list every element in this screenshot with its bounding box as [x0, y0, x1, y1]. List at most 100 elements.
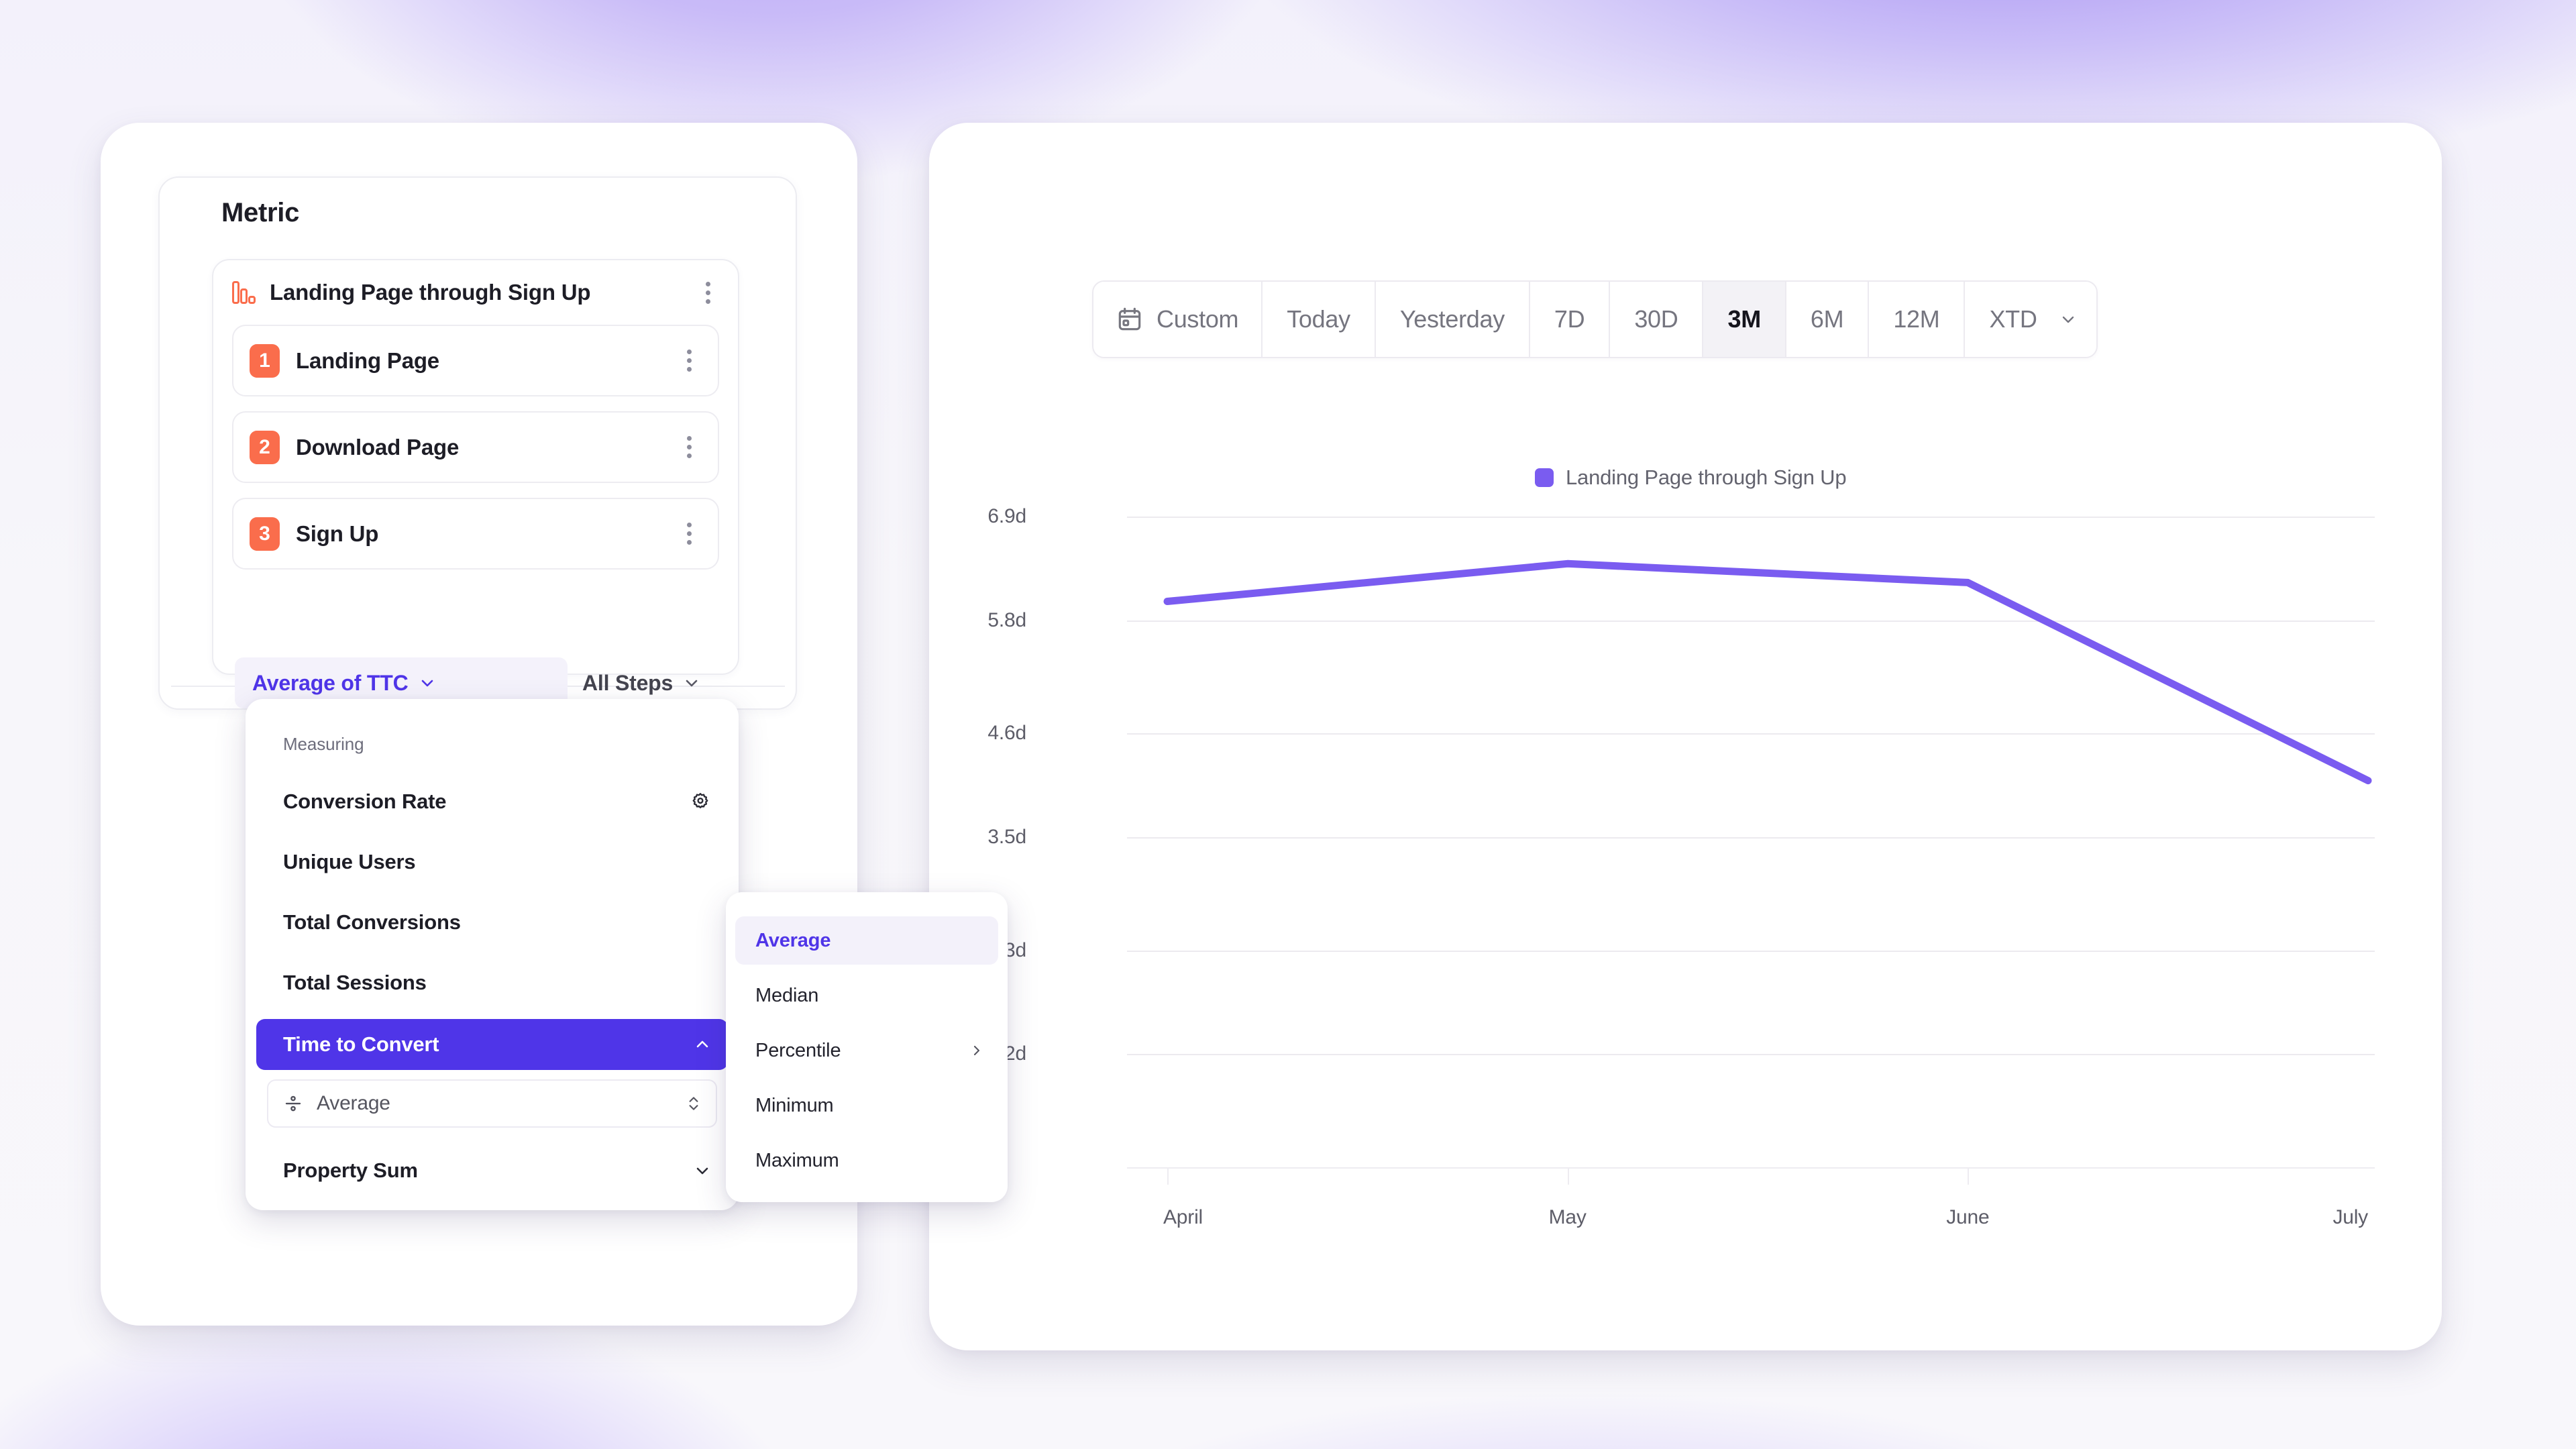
measuring-section-header: Measuring — [283, 734, 364, 754]
date-range-today[interactable]: Today — [1263, 282, 1376, 357]
date-range-custom[interactable]: Custom — [1093, 282, 1263, 357]
chart-x-axis-line — [1127, 1167, 2375, 1169]
bar-chart-icon — [232, 281, 256, 304]
menu-item-label: Conversion Rate — [283, 790, 447, 813]
chevron-down-icon — [421, 680, 433, 687]
x-axis-tick-label: June — [1946, 1206, 1990, 1228]
chevron-right-icon — [973, 1045, 980, 1056]
date-range-yesterday[interactable]: Yesterday — [1375, 282, 1530, 357]
funnel-header: Landing Page through Sign Up — [213, 260, 738, 325]
date-range-6m[interactable]: 6M — [1786, 282, 1870, 357]
x-axis-tick-mark — [1968, 1167, 1970, 1185]
date-range-3m-label: 3M — [1727, 305, 1761, 333]
submenu-item-average[interactable]: Average — [735, 916, 998, 965]
kebab-menu-icon[interactable] — [698, 281, 718, 304]
menu-item-label: Time to Convert — [283, 1032, 439, 1056]
menu-item-label: Unique Users — [283, 850, 416, 873]
divide-icon — [285, 1095, 301, 1112]
step-number-badge: 2 — [250, 430, 280, 464]
date-range-12m[interactable]: 12M — [1869, 282, 1966, 357]
gridline — [1127, 620, 2375, 622]
menu-item-time-to-convert[interactable]: Time to Convert — [256, 1019, 728, 1070]
chevron-down-icon — [696, 1167, 708, 1175]
chevron-up-icon — [696, 1040, 708, 1048]
menu-item-conversion-rate[interactable]: Conversion Rate — [256, 777, 728, 826]
funnel-step-2[interactable]: 2 Download Page — [232, 411, 719, 483]
date-range-yesterday-label: Yesterday — [1399, 305, 1505, 333]
gridline — [1127, 517, 2375, 518]
date-range-30d-label: 30D — [1634, 305, 1678, 333]
gridline — [1127, 950, 2375, 952]
submenu-item-maximum[interactable]: Maximum — [735, 1136, 998, 1185]
menu-item-label: Total Sessions — [283, 971, 427, 994]
x-axis-tick-label: April — [1163, 1206, 1203, 1228]
chevron-down-icon — [2062, 316, 2074, 323]
y-axis-tick-label: 4.6d — [987, 722, 1026, 745]
menu-item-label: Property Sum — [283, 1159, 418, 1182]
submenu-item-median[interactable]: Median — [735, 971, 998, 1020]
date-range-today-label: Today — [1287, 305, 1350, 333]
submenu-item-label: Percentile — [755, 1039, 841, 1061]
legend-color-swatch — [1535, 468, 1554, 487]
funnel-step-1[interactable]: 1 Landing Page — [232, 325, 719, 396]
step-label: Download Page — [296, 434, 460, 460]
gear-icon[interactable] — [690, 792, 710, 812]
kebab-menu-icon[interactable] — [679, 350, 699, 372]
x-axis-tick-mark — [1167, 1167, 1169, 1185]
date-range-xtd-label: XTD — [1989, 305, 2037, 333]
date-range-3m[interactable]: 3M — [1703, 282, 1786, 357]
legend-label: Landing Page through Sign Up — [1566, 466, 1847, 489]
step-label: Landing Page — [296, 347, 439, 373]
date-range-custom-label: Custom — [1157, 305, 1239, 333]
funnel-name: Landing Page through Sign Up — [270, 280, 591, 305]
submenu-item-label: Maximum — [755, 1149, 839, 1171]
menu-item-total-conversions[interactable]: Total Conversions — [256, 898, 728, 947]
submenu-item-minimum[interactable]: Minimum — [735, 1081, 998, 1130]
funnel-step-3[interactable]: 3 Sign Up — [232, 498, 719, 570]
y-axis-tick-label: 6.9d — [987, 505, 1026, 527]
y-axis-tick-label: 3.5d — [987, 825, 1026, 848]
kebab-menu-icon[interactable] — [679, 523, 699, 545]
aggregation-submenu: Average Median Percentile Minimum Maximu… — [726, 892, 1008, 1202]
chevron-down-icon — [686, 680, 698, 687]
date-range-7d-label: 7D — [1554, 305, 1585, 333]
steps-scope-label: All Steps — [582, 670, 674, 695]
calendar-icon — [1118, 307, 1141, 331]
chart-legend: Landing Page through Sign Up — [1535, 466, 1847, 490]
date-range-12m-label: 12M — [1893, 305, 1940, 333]
chevron-up-down-icon — [689, 1097, 698, 1110]
submenu-item-label: Minimum — [755, 1094, 834, 1116]
y-axis-tick-label: 5.8d — [987, 608, 1026, 631]
x-axis-tick-mark — [1567, 1167, 1569, 1185]
menu-item-total-sessions[interactable]: Total Sessions — [256, 959, 728, 1007]
submenu-item-percentile[interactable]: Percentile — [735, 1026, 998, 1075]
menu-item-property-sum[interactable]: Property Sum — [256, 1146, 728, 1195]
step-number-badge: 3 — [250, 517, 280, 551]
gridline — [1127, 1054, 2375, 1056]
menu-item-unique-users[interactable]: Unique Users — [256, 838, 728, 886]
step-label: Sign Up — [296, 521, 379, 546]
line-chart: 6.9d5.8d4.6d3.5d2.3d1.2d AprilMayJuneJul… — [987, 483, 2375, 1234]
date-range-selector: Custom Today Yesterday 7D 30D 3M 6M 12M … — [1092, 280, 2098, 358]
aggregation-value: Average — [317, 1092, 390, 1114]
gridline — [1127, 837, 2375, 839]
kebab-menu-icon[interactable] — [679, 436, 699, 459]
metric-aggregation-label: Average of TTC — [252, 670, 409, 695]
step-number-badge: 1 — [250, 343, 280, 378]
menu-item-label: Total Conversions — [283, 910, 461, 934]
date-range-6m-label: 6M — [1810, 305, 1844, 333]
date-range-7d[interactable]: 7D — [1529, 282, 1611, 357]
submenu-item-label: Average — [755, 929, 831, 951]
funnel-card: Landing Page through Sign Up 1 Landing P… — [212, 259, 739, 675]
measuring-dropdown-menu: Measuring Conversion Rate Unique Users T… — [246, 699, 739, 1210]
time-to-convert-aggregation-select[interactable]: Average — [267, 1079, 717, 1128]
x-axis-tick-label: July — [2332, 1206, 2368, 1228]
x-axis-tick-label: May — [1548, 1206, 1587, 1228]
submenu-item-label: Median — [755, 984, 819, 1006]
date-range-xtd[interactable]: XTD — [1965, 282, 2096, 357]
date-range-30d[interactable]: 30D — [1610, 282, 1704, 357]
gridline — [1127, 733, 2375, 735]
steps-scope-select[interactable]: All Steps — [582, 657, 700, 708]
chart-plot-area — [1163, 559, 2372, 785]
page-title: Metric — [221, 198, 300, 227]
